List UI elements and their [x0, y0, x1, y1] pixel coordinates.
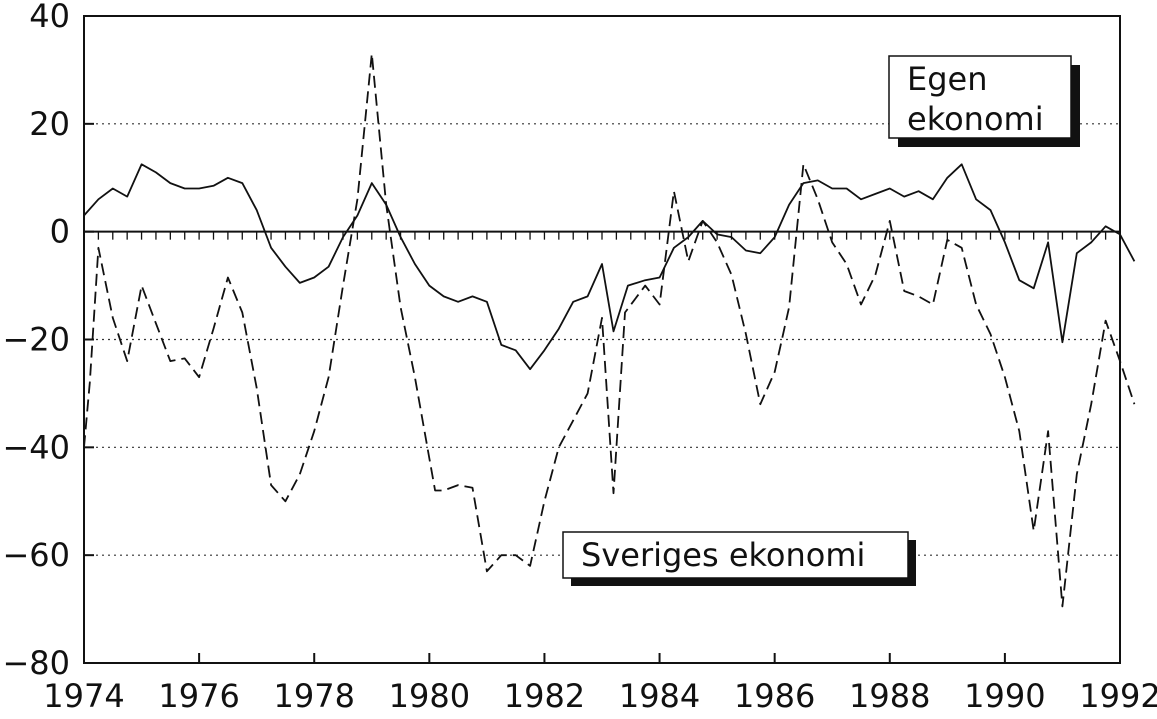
gridlines [84, 123, 1120, 556]
x-tick-label: 1978 [274, 677, 355, 715]
series-lines [83, 52, 1136, 608]
series-line-sveriges-ekonomi [83, 52, 1136, 608]
x-tick-label: 1990 [964, 677, 1045, 715]
y-tick-label: −60 [2, 536, 70, 574]
annotation-sveriges-ekonomi: Sveriges ekonomi [562, 531, 916, 586]
x-tick-label: 1976 [158, 677, 239, 715]
x-tick-label: 1980 [389, 677, 470, 715]
x-tick-label: 1984 [619, 677, 700, 715]
x-tick-label: 1986 [734, 677, 815, 715]
annotation-egen-line-2: ekonomi [907, 100, 1044, 138]
x-tick-label: 1988 [849, 677, 930, 715]
annotation-sveriges-box [562, 531, 909, 579]
annotation-sveriges-label: Sveriges ekonomi [581, 536, 865, 574]
x-tick-label: 1982 [504, 677, 585, 715]
x-axis: 1974 1976 1978 1980 1982 1984 1986 1988 1990 1992 [43, 653, 1157, 715]
y-axis: 40 20 0 −20 −40 −60 −80 [2, 0, 94, 682]
annotation-egen-ekonomi: Egen ekonomi [888, 55, 1080, 147]
series-line-egen-ekonomi [83, 163, 1136, 371]
x-tick-label: 1992 [1079, 677, 1157, 715]
y-tick-label: −20 [2, 321, 70, 359]
zero-line-ticks [83, 231, 1121, 240]
y-tick-label: −80 [2, 644, 70, 682]
annotation-egen-box [888, 55, 1072, 139]
annotation-egen-line-1: Egen [907, 60, 988, 98]
x-tick-label: 1974 [43, 677, 124, 715]
y-tick-label: 20 [29, 105, 70, 143]
y-tick-label: 40 [29, 0, 70, 35]
y-tick-label: −40 [2, 428, 70, 466]
y-tick-label: 0 [50, 213, 70, 251]
